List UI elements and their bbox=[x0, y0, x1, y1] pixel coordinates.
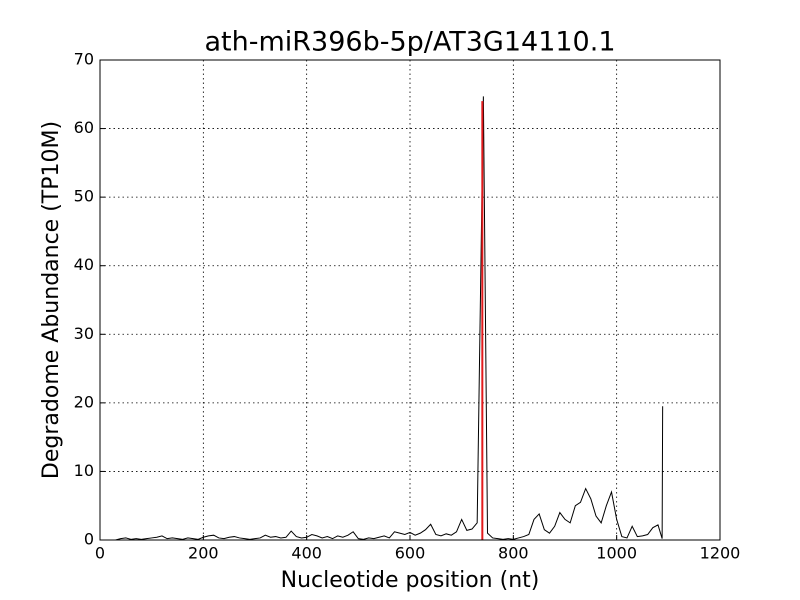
y-tick-label: 20 bbox=[74, 392, 94, 411]
y-axis-label: Degradome Abundance (TP10M) bbox=[39, 121, 64, 479]
x-tick-label: 1000 bbox=[596, 544, 637, 563]
y-tick-label: 40 bbox=[74, 255, 94, 274]
y-tick-label: 10 bbox=[74, 461, 94, 480]
plot-frame bbox=[99, 59, 721, 541]
x-tick-label: 200 bbox=[188, 544, 219, 563]
data-line bbox=[100, 96, 664, 541]
y-tick-label: 70 bbox=[74, 50, 94, 69]
x-tick-label: 0 bbox=[95, 544, 105, 563]
chart-title: ath-miR396b-5p/AT3G14110.1 bbox=[205, 27, 616, 58]
x-axis-label: Nucleotide position (nt) bbox=[281, 568, 540, 593]
x-tick-label: 400 bbox=[291, 544, 322, 563]
y-tick-label: 30 bbox=[74, 324, 94, 343]
x-tick-label: 800 bbox=[498, 544, 529, 563]
x-tick-label: 600 bbox=[395, 544, 426, 563]
y-tick-label: 60 bbox=[74, 118, 94, 137]
y-tick-label: 0 bbox=[84, 530, 94, 549]
x-tick-label: 1200 bbox=[700, 544, 741, 563]
y-tick-label: 50 bbox=[74, 187, 94, 206]
